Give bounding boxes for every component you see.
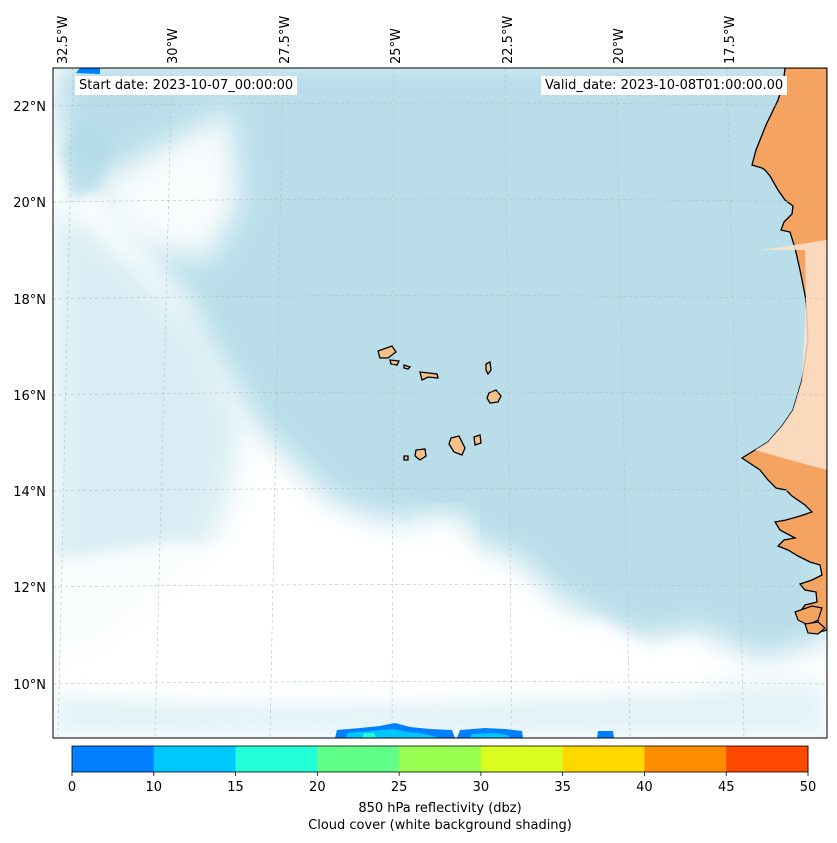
lat-label-10n: 10°N [13,678,46,693]
colorbar-segment [235,746,318,772]
reflectivity-echo [76,68,100,74]
lat-label-18n: 18°N [13,293,46,308]
colorbar-segment [72,746,155,772]
colorbar-tick-label: 25 [391,780,408,795]
lat-label-20n: 20°N [13,196,46,211]
colorbar-sublabel: Cloud cover (white background shading) [308,818,572,833]
valid-date-label: Valid_date: 2023-10-08T01:00:00.00 [541,76,788,95]
colorbar-tick-label: 20 [309,780,326,795]
lon-label-17-5w: 17.5°W [723,16,738,64]
lat-label-14n: 14°N [13,485,46,500]
reflectivity-echo [597,731,614,738]
colorbar-tick-label: 30 [473,780,490,795]
lon-label-27-5w: 27.5°W [278,16,293,64]
colorbar: 0 10 15 20 25 30 35 40 45 50 [68,745,816,795]
colorbar-tick-label: 0 [68,780,76,795]
colorbar-tick-label: 35 [554,780,571,795]
lat-label-16n: 16°N [13,389,46,404]
colorbar-tick-label: 15 [227,780,244,795]
colorbar-frame [71,745,809,773]
colorbar-segment [317,746,400,772]
colorbar-tick-label: 40 [636,780,653,795]
colorbar-segment [562,746,645,772]
colorbar-tick-label: 10 [146,780,163,795]
cape-verde-islands [377,345,502,461]
lon-label-20w: 20°W [612,28,627,64]
graticule [53,68,827,738]
cloud-cover-shading [53,68,827,738]
reflectivity-echo [362,733,376,738]
lon-label-30w: 30°W [166,28,181,64]
colorbar-tick-label: 45 [718,780,735,795]
colorbar-ticks: 0 10 15 20 25 30 35 40 45 50 [68,772,816,795]
lon-label-25w: 25°W [389,28,404,64]
colorbar-segment [153,746,237,772]
lat-label-22n: 22°N [13,100,46,115]
colorbar-segment [399,746,482,772]
start-date-label: Start date: 2023-10-07_00:00:00 [75,76,298,95]
colorbar-label: 850 hPa reflectivity (dbz) [358,801,522,816]
colorbar-tick-label: 50 [800,780,817,795]
map-frame [52,67,828,739]
colorbar-segment [644,746,727,772]
colorbar-segment [726,746,809,772]
colorbar-segments [72,746,809,772]
reflectivity-echoes [76,68,614,738]
lon-label-22-5w: 22.5°W [501,16,516,64]
lat-label-12n: 12°N [13,581,46,596]
latitude-labels: 22°N 20°N 18°N 16°N 14°N 12°N 10°N [13,100,46,693]
colorbar-segment [480,746,564,772]
lon-label-32-5w: 32.5°W [56,16,71,64]
longitude-labels: 32.5°W 30°W 27.5°W 25°W 22.5°W 20°W 17.5… [56,16,738,64]
reflectivity-echo [470,733,510,738]
